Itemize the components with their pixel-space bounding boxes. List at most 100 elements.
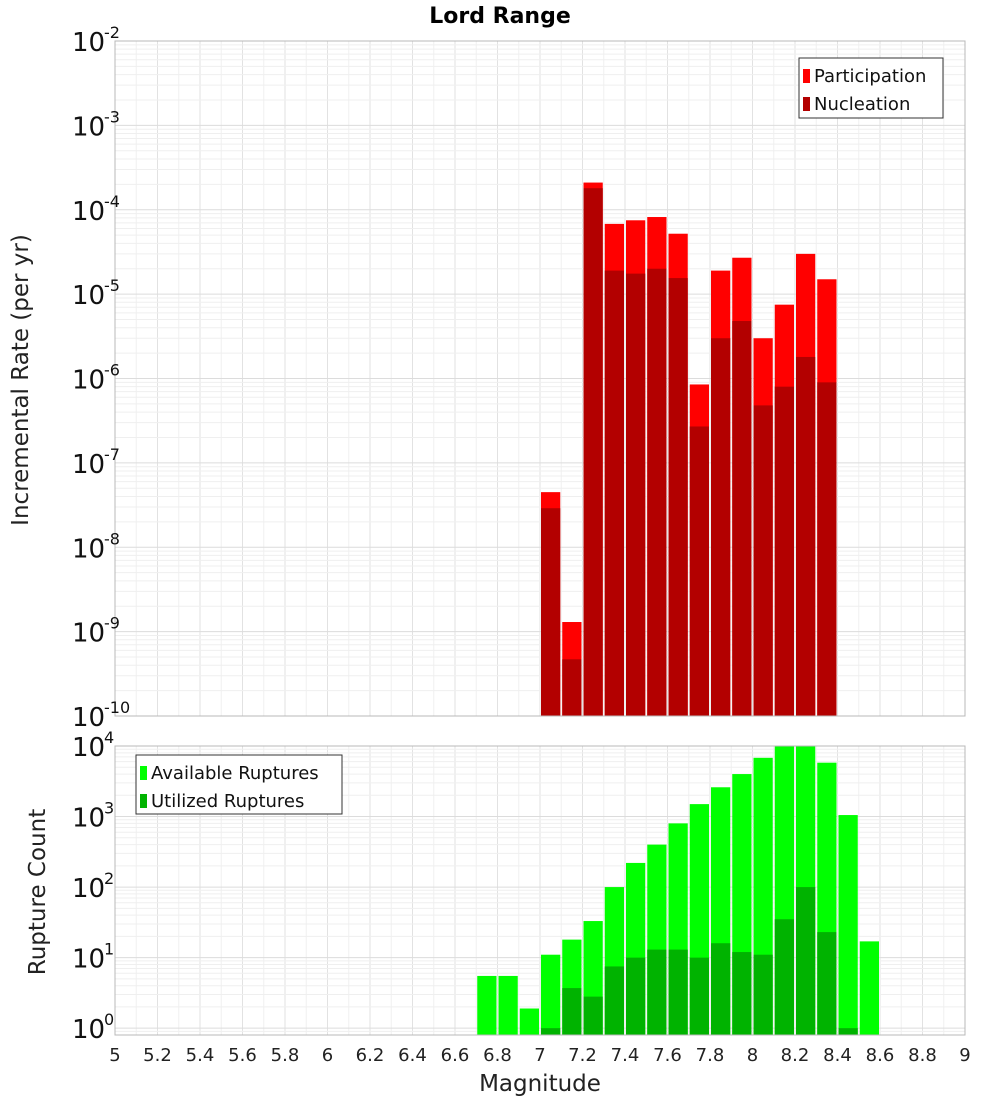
x-tick-label: 8.6 [866, 1045, 895, 1066]
y-tick-exponent: 1 [104, 940, 114, 959]
x-tick-label: 9 [959, 1045, 970, 1066]
bottom-bar-series2 [817, 932, 837, 1035]
y-tick-label: 10 [72, 366, 105, 396]
legend-label: Nucleation [814, 94, 910, 115]
bottom-bar-series2 [711, 943, 731, 1035]
x-tick-label: 8.2 [781, 1045, 810, 1066]
bottom-bar-series1 [498, 975, 518, 1035]
bottom-legend [135, 754, 343, 815]
top-bar-series2 [796, 356, 816, 716]
top-bar-series2 [562, 659, 582, 716]
chart-title: Lord Range [429, 4, 571, 29]
top-bar-series2 [774, 386, 794, 716]
y-tick-label: 10 [72, 197, 105, 227]
x-tick-label: 6.2 [356, 1045, 385, 1066]
legend-swatch [140, 766, 147, 780]
legend-swatch [803, 97, 810, 111]
y-tick-exponent: -3 [104, 107, 120, 126]
legend-label: Available Ruptures [151, 763, 319, 784]
y-tick-exponent: -4 [104, 192, 120, 211]
top-bar-series2 [817, 382, 837, 716]
top-bar-series2 [689, 426, 709, 716]
bottom-bar-series1 [838, 815, 858, 1035]
bottom-y-axis-title: Rupture Count [25, 809, 51, 975]
y-tick-label: 10 [72, 534, 105, 564]
y-tick-label: 10 [72, 1015, 105, 1045]
y-tick-exponent: -2 [104, 23, 120, 42]
y-tick-label: 10 [72, 28, 105, 58]
y-tick-label: 10 [72, 874, 105, 904]
bottom-bar-series2 [689, 957, 709, 1035]
x-tick-label: 6.6 [441, 1045, 470, 1066]
y-tick-exponent: -8 [104, 529, 120, 548]
y-tick-label: 10 [72, 619, 105, 649]
bottom-bar-series2 [583, 996, 603, 1035]
y-tick-exponent: 3 [104, 799, 114, 818]
x-tick-label: 5.6 [228, 1045, 257, 1066]
x-tick-label: 5.4 [186, 1045, 215, 1066]
y-tick-exponent: -7 [104, 445, 120, 464]
bottom-bar-series1 [859, 941, 879, 1035]
top-y-axis-title: Incremental Rate (per yr) [8, 234, 34, 526]
x-tick-label: 7 [534, 1045, 545, 1066]
y-tick-exponent: -9 [104, 614, 120, 633]
bottom-bar-series2 [796, 887, 816, 1035]
x-tick-label: 7.4 [611, 1045, 640, 1066]
bottom-bar-series1 [541, 954, 561, 1035]
y-tick-exponent: -5 [104, 276, 120, 295]
top-plot-frame [114, 40, 966, 717]
top-bar-series2 [647, 268, 667, 716]
y-tick-label: 10 [72, 112, 105, 142]
x-tick-label: 6.8 [483, 1045, 512, 1066]
bottom-bar-series2 [541, 1028, 561, 1035]
bottom-bar-series2 [604, 966, 624, 1035]
x-tick-label: 6 [322, 1045, 333, 1066]
y-tick-label: 10 [72, 703, 105, 733]
x-axis-title: Magnitude [479, 1071, 601, 1097]
bottom-bar-series1 [477, 975, 497, 1035]
top-bar-series2 [541, 508, 561, 716]
bottom-bar-series2 [626, 957, 646, 1035]
y-tick-label: 10 [72, 733, 105, 763]
legend-swatch [803, 69, 810, 83]
bottom-bar-series2 [753, 954, 773, 1035]
y-tick-label: 10 [72, 450, 105, 480]
x-tick-label: 7.6 [653, 1045, 682, 1066]
y-tick-exponent: 4 [104, 728, 114, 747]
top-bar-series2 [668, 278, 688, 716]
y-tick-label: 10 [72, 804, 105, 834]
y-tick-exponent: 0 [104, 1010, 114, 1029]
top-bar-series2 [753, 405, 773, 716]
x-tick-label: 8.8 [908, 1045, 937, 1066]
x-tick-label: 5 [109, 1045, 120, 1066]
bottom-bar-series2 [562, 988, 582, 1035]
x-tick-label: 6.4 [398, 1045, 427, 1066]
bottom-bar-series2 [647, 949, 667, 1035]
x-tick-label: 8 [747, 1045, 758, 1066]
x-tick-label: 5.2 [143, 1045, 172, 1066]
x-tick-label: 7.2 [568, 1045, 597, 1066]
top-bar-series2 [732, 321, 752, 716]
bottom-plot-frame [114, 745, 966, 1036]
bottom-bar-series2 [774, 919, 794, 1035]
bottom-bar-series1 [519, 1008, 539, 1035]
top-bar-series2 [711, 338, 731, 716]
x-tick-label: 5.8 [271, 1045, 300, 1066]
top-bar-series2 [604, 270, 624, 716]
top-plot: 10-1010-910-810-710-610-510-410-310-2Par… [72, 23, 966, 733]
top-bar-series2 [583, 188, 603, 717]
y-tick-exponent: -10 [104, 698, 130, 717]
top-legend [798, 57, 944, 119]
x-tick-label: 8.4 [823, 1045, 852, 1066]
bottom-bar-series2 [838, 1028, 858, 1035]
y-tick-label: 10 [72, 945, 105, 975]
y-tick-label: 10 [72, 281, 105, 311]
legend-swatch [140, 794, 147, 808]
top-bar-series2 [626, 273, 646, 716]
y-tick-exponent: 2 [104, 869, 114, 888]
x-tick-label: 7.8 [696, 1045, 725, 1066]
legend-label: Participation [814, 66, 926, 87]
